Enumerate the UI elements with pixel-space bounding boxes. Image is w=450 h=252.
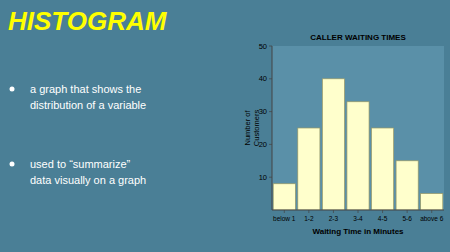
bar [372, 128, 394, 210]
page: HISTOGRAM a graph that shows the distribut… [0, 0, 450, 252]
background [0, 0, 450, 252]
x-tick-label: 2-3 [329, 215, 339, 222]
text-line: Customers [252, 110, 261, 147]
chart-title: CALLER WAITING TIMES [310, 33, 406, 42]
y-tick [269, 177, 272, 178]
bar [421, 194, 443, 210]
text-line: data visually on a graph [30, 174, 146, 186]
heading: HISTOGRAM [8, 6, 168, 36]
x-tick-label: above 6 [420, 215, 444, 222]
text-line: Number of [243, 110, 252, 146]
y-tick-label: 40 [259, 74, 267, 83]
y-tick [269, 144, 272, 145]
bullet-text: used to “summarize” data visually on a gr… [30, 158, 146, 186]
x-tick-label: 1-2 [304, 215, 314, 222]
text-line: distribution of a variable [30, 99, 146, 111]
x-tick-label: below 1 [273, 215, 296, 222]
y-axis-line [272, 46, 273, 210]
x-tick [358, 210, 359, 213]
bullet-text: a graph that shows the distribution of a … [30, 83, 146, 111]
text-line: a graph that shows the [30, 83, 141, 95]
bar [322, 79, 344, 210]
x-tick [431, 210, 432, 213]
x-tick [382, 210, 383, 213]
y-tick [269, 111, 272, 112]
x-tick [284, 210, 285, 213]
bars [273, 79, 443, 210]
x-tick-label: 5-6 [402, 215, 412, 222]
x-tick [407, 210, 408, 213]
x-tick-label: 4-5 [378, 215, 388, 222]
plot-area [272, 46, 444, 210]
y-axis-label: Number ofCustomers [243, 110, 261, 147]
bullet-dot [10, 162, 15, 167]
bar [273, 184, 295, 210]
bar [396, 161, 418, 210]
y-tick-label: 10 [259, 173, 267, 182]
x-tick [333, 210, 334, 213]
bar [347, 102, 369, 210]
y-tick [269, 46, 272, 47]
y-tick [269, 78, 272, 79]
bar [298, 128, 320, 210]
text-line: used to “summarize” [30, 158, 131, 170]
x-tick [308, 210, 309, 213]
x-axis-label: Waiting Time in Minutes [312, 227, 404, 236]
y-tick-label: 50 [259, 42, 267, 51]
bullet-dot [10, 87, 15, 92]
x-tick-label: 3-4 [353, 215, 363, 222]
